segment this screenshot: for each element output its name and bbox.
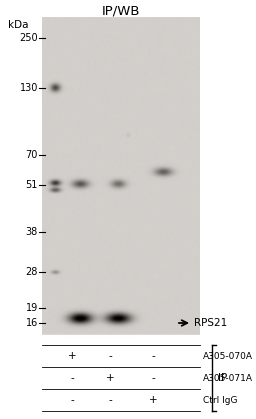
Text: Ctrl IgG: Ctrl IgG xyxy=(203,396,238,404)
Text: IP: IP xyxy=(218,373,227,383)
Text: A305-070A: A305-070A xyxy=(203,352,253,360)
Text: 51: 51 xyxy=(26,180,38,190)
Text: 19: 19 xyxy=(26,303,38,313)
Text: RPS21: RPS21 xyxy=(194,318,227,328)
Text: -: - xyxy=(151,373,155,383)
Text: +: + xyxy=(106,373,114,383)
Text: +: + xyxy=(68,351,76,361)
Text: -: - xyxy=(70,373,74,383)
Text: 28: 28 xyxy=(26,267,38,277)
Text: -: - xyxy=(108,395,112,405)
Text: 250: 250 xyxy=(19,33,38,43)
Text: 70: 70 xyxy=(26,150,38,160)
Text: IP/WB: IP/WB xyxy=(102,5,140,18)
Text: 16: 16 xyxy=(26,318,38,328)
Text: +: + xyxy=(149,395,157,405)
Text: -: - xyxy=(151,351,155,361)
Text: 130: 130 xyxy=(20,83,38,93)
Text: -: - xyxy=(108,351,112,361)
Text: kDa: kDa xyxy=(8,20,28,30)
Text: A305-071A: A305-071A xyxy=(203,373,253,383)
Text: -: - xyxy=(70,395,74,405)
Text: 38: 38 xyxy=(26,227,38,237)
